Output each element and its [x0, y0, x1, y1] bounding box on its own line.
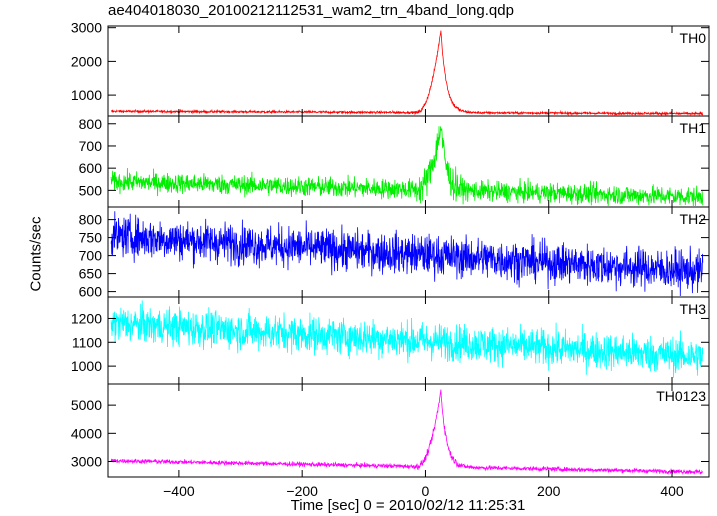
x-tick-label: −400	[163, 483, 195, 499]
series-line-th3	[110, 300, 704, 378]
panel-label-th0123: TH0123	[656, 388, 706, 404]
y-tick-label: 750	[79, 230, 103, 246]
panel-label-th0: TH0	[680, 30, 707, 46]
series-line-th1	[110, 126, 704, 207]
x-axis-label: Time [sec] 0 = 2010/02/12 11:25:31	[290, 497, 526, 514]
y-tick-label: 5000	[71, 397, 102, 413]
y-tick-label: 600	[79, 160, 103, 176]
panel-frame-th0123	[107, 383, 710, 478]
y-tick-label: 3000	[71, 20, 102, 36]
y-tick-label: 600	[79, 284, 103, 300]
y-tick-label: 1200	[71, 310, 102, 326]
y-tick-label: 700	[79, 138, 103, 154]
x-tick-label: 0	[422, 483, 430, 499]
y-tick-label: 650	[79, 266, 103, 282]
y-tick-label: 800	[79, 116, 103, 132]
y-tick-label: 1000	[71, 358, 102, 374]
x-tick-label: 400	[660, 483, 684, 499]
panel-frame-th0	[107, 25, 710, 117]
y-tick-label: 700	[79, 248, 103, 264]
panel-label-th2: TH2	[680, 211, 707, 227]
chart-title: ae404018030_20100212112531_wam2_trn_4ban…	[108, 2, 514, 19]
series-line-th2	[110, 211, 704, 297]
x-tick-label: −200	[286, 483, 318, 499]
y-tick-label: 800	[79, 212, 103, 228]
y-tick-label: 2000	[71, 53, 102, 69]
panel-label-th3: TH3	[680, 301, 707, 317]
y-tick-label: 500	[79, 182, 103, 198]
y-tick-label: 4000	[71, 425, 102, 441]
series-line-th0	[110, 30, 704, 117]
x-tick-label: 200	[537, 483, 561, 499]
y-tick-label: 1000	[71, 87, 102, 103]
y-tick-label: 3000	[71, 454, 102, 470]
panel-label-th1: TH1	[680, 120, 707, 136]
series-line-th0123	[110, 389, 704, 476]
y-tick-label: 1100	[72, 334, 102, 350]
